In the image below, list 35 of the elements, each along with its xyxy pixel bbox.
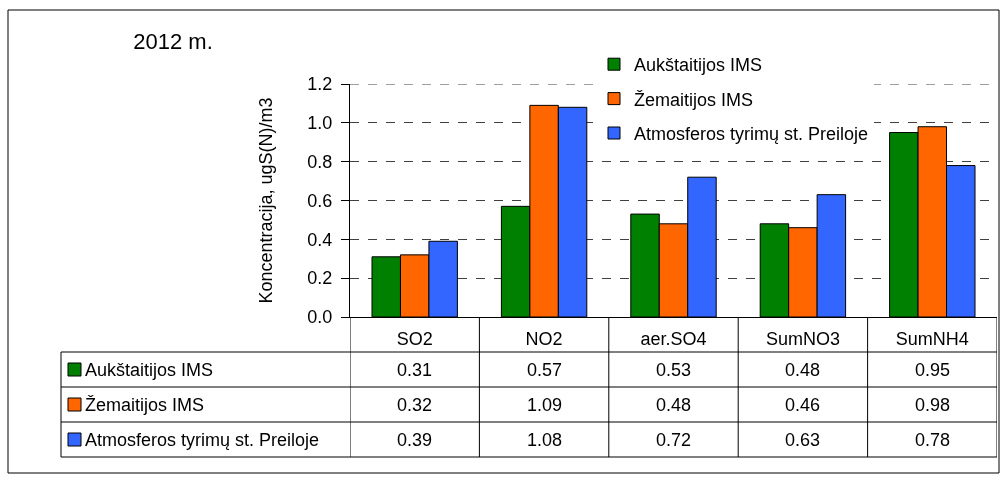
y-tick-label: 1.0 <box>307 113 333 134</box>
y-tick-label: 0.4 <box>307 229 333 250</box>
x-tick-label: SumNH4 <box>895 328 969 349</box>
x-tick-label: NO2 <box>525 328 563 349</box>
x-tick-label: SO2 <box>396 328 433 349</box>
data-label: 0.63 <box>785 430 821 450</box>
data-label: 0.32 <box>397 395 433 415</box>
data-label: 0.48 <box>656 395 692 415</box>
data-label: 0.95 <box>915 360 951 380</box>
y-tick-label: 0.6 <box>307 190 333 211</box>
text: 2012 m. <box>133 28 213 54</box>
x-tick-label: SumNO3 <box>765 328 840 349</box>
data-label: 0.72 <box>656 430 692 450</box>
data-label: 0.53 <box>656 360 692 380</box>
text: Žemaitijos IMS <box>85 395 205 415</box>
x-tick-label: aer.SO4 <box>640 328 707 349</box>
data-label: 0.57 <box>527 360 563 380</box>
y-tick-label: 0.2 <box>307 268 333 289</box>
data-label: 0.98 <box>915 395 951 415</box>
data-label: 0.78 <box>915 430 951 450</box>
data-label: 0.39 <box>397 430 433 450</box>
legend-label: Aukštaitijos IMS <box>634 55 763 76</box>
data-label: 1.08 <box>527 430 563 450</box>
text: Aukštaitijos IMS <box>85 360 214 380</box>
data-label: 0.31 <box>397 360 433 380</box>
data-label: 0.48 <box>785 360 821 380</box>
legend-label: Atmosferos tyrimų st. Preiloje <box>634 124 869 145</box>
data-label: 0.46 <box>785 395 821 415</box>
y-tick-label: 0.0 <box>307 307 333 328</box>
y-tick-label: 0.8 <box>307 151 333 172</box>
legend-label: Žemaitijos IMS <box>634 89 754 110</box>
data-label: 1.09 <box>527 395 563 415</box>
y-tick-label: 1.2 <box>307 74 333 95</box>
y-axis-title: Koncentracija, ugS(N)/m3 <box>255 97 276 304</box>
text: Atmosferos tyrimų st. Preiloje <box>85 430 320 450</box>
